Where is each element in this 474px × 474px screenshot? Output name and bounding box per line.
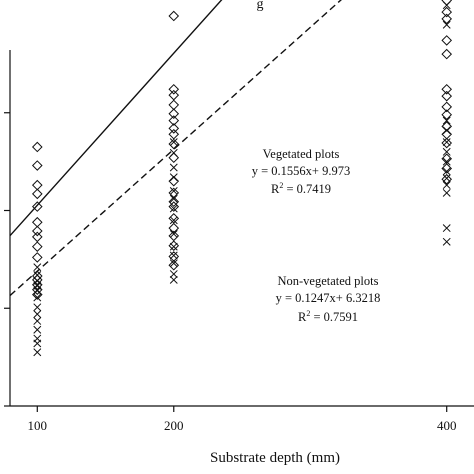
non-vegetated-point-marker (33, 339, 42, 348)
non-vegetated-point-marker (442, 126, 451, 135)
non-vegetated-point-marker (169, 194, 178, 203)
non-vegetated-point-marker (169, 204, 178, 213)
vegetated-point-marker (168, 108, 180, 120)
vegetated-point-marker (441, 83, 453, 95)
vegetated-point-marker (441, 163, 453, 174)
non-vegetated-point-marker (442, 188, 451, 197)
vegetated-point-marker (31, 231, 43, 243)
x-axis-ticks: 100 200 400 (28, 406, 457, 433)
non-vegetated-point-marker (169, 186, 178, 195)
non-vegetated-point-marker (169, 163, 178, 172)
vegetated-point-marker (168, 123, 180, 134)
non-vegetated-point-marker (169, 242, 178, 251)
trend-lines (9, 0, 342, 297)
non-vegetated-point-marker (442, 167, 451, 176)
non-vegetated-point-marker (33, 263, 42, 272)
x-tick-label: 200 (164, 418, 184, 433)
non-vegetated-point-marker (442, 224, 451, 233)
vegetated-point-marker (168, 259, 180, 271)
vegetated-point-marker (31, 141, 43, 153)
non-vegetated-point-marker (33, 286, 42, 295)
non-vegetated-point-marker (442, 174, 451, 183)
non-vegetated-point-marker (33, 325, 42, 334)
non-vegetated-equation: y = 0.1247x+ 6.3218 (276, 291, 381, 305)
non-vegetated-series-label: Non-vegetated plots (277, 274, 378, 288)
non-vegetated-point-marker (442, 157, 451, 166)
non-vegetated-point-marker (442, 147, 451, 156)
vegetated-point-marker (168, 99, 180, 111)
vegetated-series-label: Vegetated plots (263, 147, 340, 161)
non-vegetated-point-marker (442, 237, 451, 246)
vegetated-point-marker (441, 109, 453, 121)
y-axis-ticks (4, 112, 10, 407)
non-vegetated-point-marker (169, 275, 178, 284)
non-vegetated-point-marker (442, 181, 451, 190)
x-axis-title: Substrate depth (mm) (210, 450, 340, 466)
top-fragment-text: g (257, 0, 264, 12)
non-vegetated-point-marker (33, 271, 42, 279)
data-markers (31, 0, 453, 357)
vegetated-point-marker (441, 101, 453, 113)
vegetated-annotation: Vegetated plots y = 0.1556x+ 9.973 R2 = … (252, 147, 350, 196)
vegetated-point-marker (441, 90, 453, 102)
non-vegetated-point-marker (169, 216, 178, 225)
vegetated-trend-line (9, 0, 223, 237)
vegetated-point-marker (441, 173, 453, 185)
vegetated-point-marker (168, 10, 180, 22)
non-vegetated-point-marker (169, 138, 178, 147)
vegetated-point-marker (441, 6, 453, 18)
non-vegetated-point-marker (442, 20, 451, 29)
plot-area: 100 200 400 (4, 0, 474, 433)
non-vegetated-point-marker (169, 173, 178, 182)
vegetated-point-marker (168, 240, 180, 251)
non-vegetated-point-marker (169, 148, 178, 157)
x-tick-label: 100 (28, 418, 48, 433)
vegetated-point-marker (168, 115, 180, 126)
non-vegetated-r2: R2 = 0.7591 (298, 309, 358, 324)
vegetated-point-marker (31, 201, 43, 212)
vegetated-point-marker (31, 252, 43, 263)
vegetated-point-marker (31, 225, 43, 237)
vegetated-point-marker (31, 241, 43, 252)
vegetated-point-marker (168, 196, 180, 208)
vegetated-point-marker (168, 89, 180, 101)
non-vegetated-point-marker (442, 1, 451, 10)
vegetated-point-marker (168, 222, 180, 234)
vegetated-point-marker (441, 35, 453, 46)
vegetated-point-marker (31, 188, 43, 200)
vegetated-point-marker (441, 137, 453, 149)
non-vegetated-annotation: Non-vegetated plots y = 0.1247x+ 6.3218 … (276, 274, 381, 324)
non-vegetated-point-marker (442, 116, 451, 125)
vegetated-r2: R2 = 0.7419 (271, 181, 331, 196)
vegetated-point-marker (441, 48, 453, 60)
vegetated-point-marker (31, 179, 43, 191)
non-vegetated-trend-line (9, 0, 342, 297)
non-vegetated-point-marker (442, 138, 451, 147)
vegetated-point-marker (168, 138, 180, 150)
non-vegetated-point-marker (169, 251, 178, 260)
non-vegetated-point-marker (33, 317, 42, 325)
non-vegetated-point-marker (33, 303, 42, 312)
vegetated-point-marker (31, 216, 43, 228)
vegetated-point-marker (168, 128, 180, 140)
vegetated-point-marker (31, 160, 43, 171)
non-vegetated-point-marker (33, 348, 42, 357)
non-vegetated-point-marker (33, 293, 42, 302)
vegetated-point-marker (168, 83, 180, 95)
vegetated-point-marker (168, 213, 180, 224)
non-vegetated-point-marker (169, 270, 178, 278)
vegetated-point-marker (168, 152, 180, 164)
vegetated-point-marker (441, 13, 453, 25)
non-vegetated-point-marker (169, 259, 178, 268)
non-vegetated-point-marker (33, 310, 42, 319)
non-vegetated-point-marker (169, 230, 178, 238)
x-tick-label: 400 (437, 418, 457, 433)
vegetated-equation: y = 0.1556x+ 9.973 (252, 164, 350, 178)
